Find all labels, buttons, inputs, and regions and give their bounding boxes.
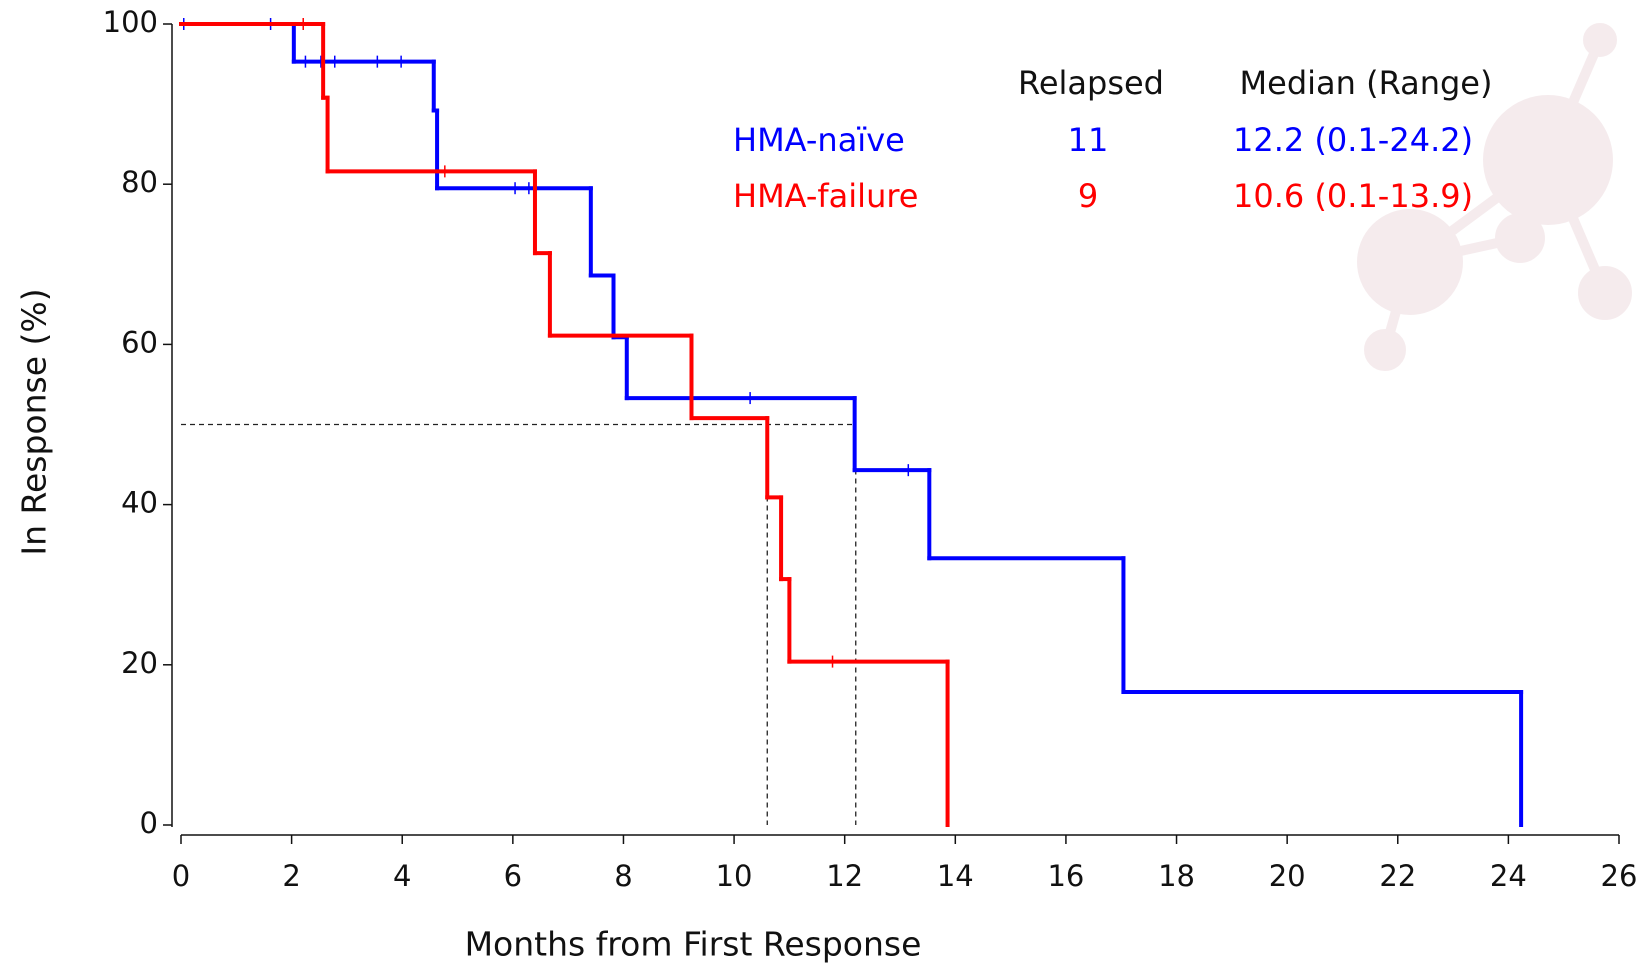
x-tick-label: 14 xyxy=(937,859,974,893)
x-tick-label: 20 xyxy=(1269,859,1306,893)
x-tick-label: 26 xyxy=(1601,859,1638,893)
legend-median: 12.2 (0.1-24.2) xyxy=(1233,121,1473,159)
x-tick-label: 16 xyxy=(1047,859,1084,893)
chart: Months from First Response In Response (… xyxy=(0,0,1652,968)
legend-median: 10.6 (0.1-13.9) xyxy=(1233,177,1473,215)
legend-relapsed: 9 xyxy=(1078,177,1098,215)
y-tick-label: 40 xyxy=(121,486,158,520)
legend-header: Median (Range) xyxy=(1240,64,1493,102)
x-tick-label: 6 xyxy=(504,859,522,893)
legend-label: HMA-naïve xyxy=(733,121,905,159)
y-axis-title: In Response (%) xyxy=(15,288,54,555)
x-tick-label: 10 xyxy=(716,859,753,893)
y-tick-label: 0 xyxy=(140,806,158,840)
legend-label: HMA-failure xyxy=(733,177,918,215)
x-tick-label: 2 xyxy=(282,859,300,893)
y-tick-label: 60 xyxy=(121,325,158,359)
legend-header: Relapsed xyxy=(1018,64,1164,102)
x-axis-title: Months from First Response xyxy=(465,925,922,964)
y-tick-label: 100 xyxy=(103,5,158,39)
y-tick-label: 20 xyxy=(121,646,158,680)
x-tick-label: 22 xyxy=(1379,859,1416,893)
x-tick-label: 8 xyxy=(614,859,632,893)
legend-relapsed: 11 xyxy=(1068,121,1109,159)
x-tick-label: 4 xyxy=(393,859,411,893)
x-tick-label: 12 xyxy=(826,859,863,893)
x-tick-label: 18 xyxy=(1158,859,1195,893)
x-tick-label: 24 xyxy=(1490,859,1527,893)
y-tick-label: 80 xyxy=(121,165,158,199)
x-tick-label: 0 xyxy=(172,859,190,893)
